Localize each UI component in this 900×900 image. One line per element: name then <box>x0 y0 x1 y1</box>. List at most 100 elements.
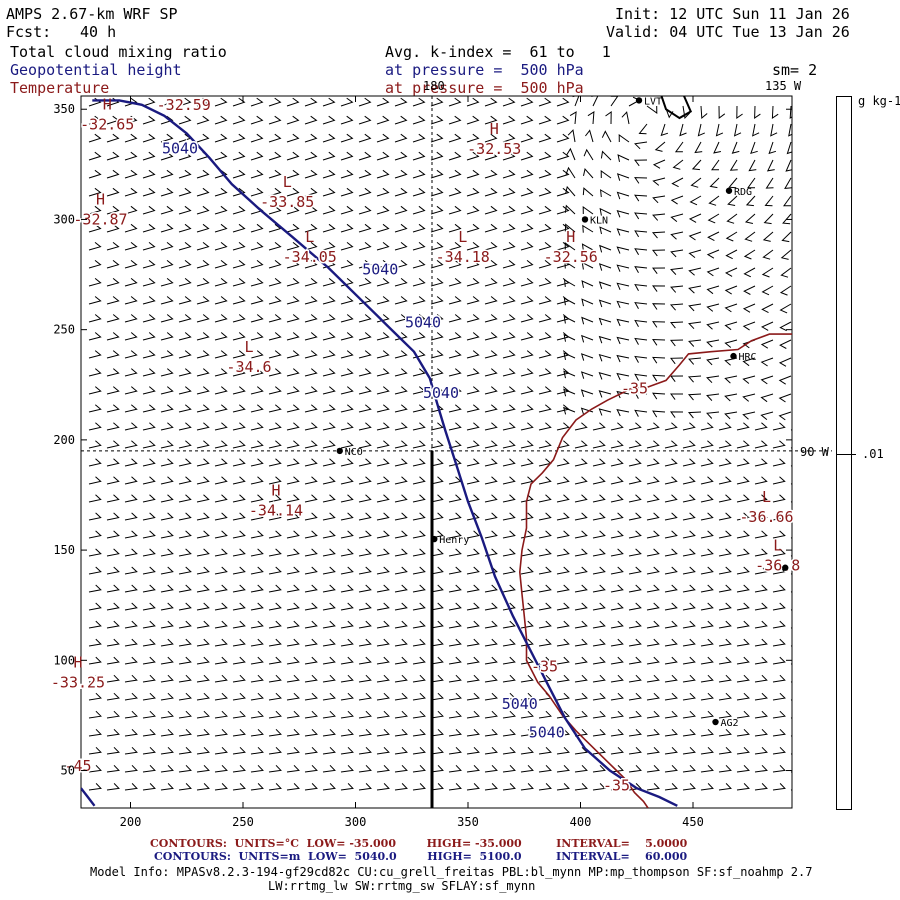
wind-barb <box>142 458 156 467</box>
wind-barb <box>214 205 228 215</box>
model-info: Model Info: MPASv8.2.3-194-gf29cd82c CU:… <box>90 865 813 879</box>
wind-barb <box>196 440 210 449</box>
wind-barb <box>232 368 246 377</box>
wind-barb <box>376 530 390 539</box>
wind-barb <box>502 566 516 575</box>
wind-barb <box>106 620 120 629</box>
wind-barb <box>322 656 336 665</box>
wind-barb <box>196 187 210 197</box>
extremum-value: -33.25 <box>51 673 105 691</box>
wind-barb <box>652 267 666 274</box>
wind-barb <box>322 566 336 575</box>
wind-barb <box>682 692 696 701</box>
wind-barb <box>718 764 732 773</box>
wind-barb <box>785 159 792 172</box>
wind-barb <box>664 710 678 719</box>
wind-barb <box>520 133 534 143</box>
wind-barb <box>430 278 444 287</box>
wind-barb <box>598 299 612 308</box>
wind-barb <box>268 764 282 773</box>
wind-barb <box>178 205 192 215</box>
wind-barb <box>682 105 691 119</box>
wind-barb <box>652 374 666 382</box>
wind-barb <box>232 440 246 449</box>
wind-barb <box>232 205 246 215</box>
wind-barb <box>214 296 228 305</box>
wind-barb <box>268 223 282 233</box>
wind-barb <box>376 746 390 755</box>
wind-barb <box>556 746 570 755</box>
wind-barb <box>358 512 372 521</box>
station-marker <box>712 718 719 726</box>
wind-barb <box>520 656 534 665</box>
wind-barb <box>142 602 156 611</box>
wind-barb <box>581 243 594 252</box>
wind-barb <box>340 350 354 359</box>
wind-barb <box>160 169 174 179</box>
wind-barb <box>669 321 684 329</box>
wind-barb <box>484 350 498 359</box>
wind-barb <box>700 710 714 719</box>
wind-barb <box>88 169 102 179</box>
wind-barb <box>376 205 390 215</box>
wind-barb <box>178 332 192 341</box>
wind-barb <box>286 458 300 467</box>
wind-barb <box>574 620 588 629</box>
y-tick-label: 50 <box>61 764 75 778</box>
extremum-value: -32.53 <box>467 140 521 158</box>
wind-barb <box>124 620 138 629</box>
wind-barb <box>214 638 228 647</box>
wind-barb <box>772 656 786 665</box>
wind-barb <box>196 205 210 215</box>
wind-barb <box>394 97 408 107</box>
wind-barb <box>628 530 642 539</box>
wind-barb <box>724 411 738 420</box>
y-tick-label: 150 <box>53 543 75 557</box>
wind-barb <box>790 735 792 737</box>
wind-barb <box>754 494 768 503</box>
wind-barb <box>652 303 666 310</box>
wind-barb <box>268 404 282 413</box>
wind-barb <box>160 151 174 161</box>
wind-barb <box>160 404 174 413</box>
wind-barb <box>214 458 228 467</box>
wind-barb <box>706 267 720 277</box>
wind-barb <box>610 620 624 629</box>
wind-barb <box>520 674 534 683</box>
wind-barb <box>592 458 606 467</box>
wind-barb <box>376 476 390 485</box>
wind-barb <box>160 638 174 647</box>
wind-barb <box>196 566 210 575</box>
wind-barb <box>520 97 534 107</box>
wind-barb <box>196 638 210 647</box>
extremum-marker: L <box>283 173 292 191</box>
wind-barb <box>733 123 742 137</box>
wind-barb <box>286 746 300 755</box>
wind-barb <box>448 494 462 503</box>
wind-barb <box>250 602 264 611</box>
wind-barb <box>178 674 192 683</box>
wind-barb <box>628 746 642 755</box>
wind-barb <box>142 656 156 665</box>
wind-barb <box>772 494 786 503</box>
wind-barb <box>610 710 624 719</box>
wind-barb <box>520 422 534 431</box>
wind-barb <box>646 458 660 467</box>
wind-barb <box>340 512 354 521</box>
wind-barb <box>484 783 498 791</box>
wind-barb <box>430 620 444 629</box>
wind-barb <box>502 476 516 485</box>
wind-barb <box>664 530 678 539</box>
wind-barb <box>124 638 138 647</box>
wind-barb <box>788 123 792 137</box>
wind-barb <box>394 512 408 521</box>
wind-barb <box>412 422 426 431</box>
wind-barb <box>654 141 666 152</box>
wind-barb <box>687 411 702 419</box>
wind-barb <box>88 386 102 395</box>
wind-barb <box>700 656 714 665</box>
wind-barb <box>762 231 774 242</box>
wind-barb <box>556 151 570 161</box>
wind-barb <box>358 169 372 179</box>
wind-barb <box>196 692 210 701</box>
